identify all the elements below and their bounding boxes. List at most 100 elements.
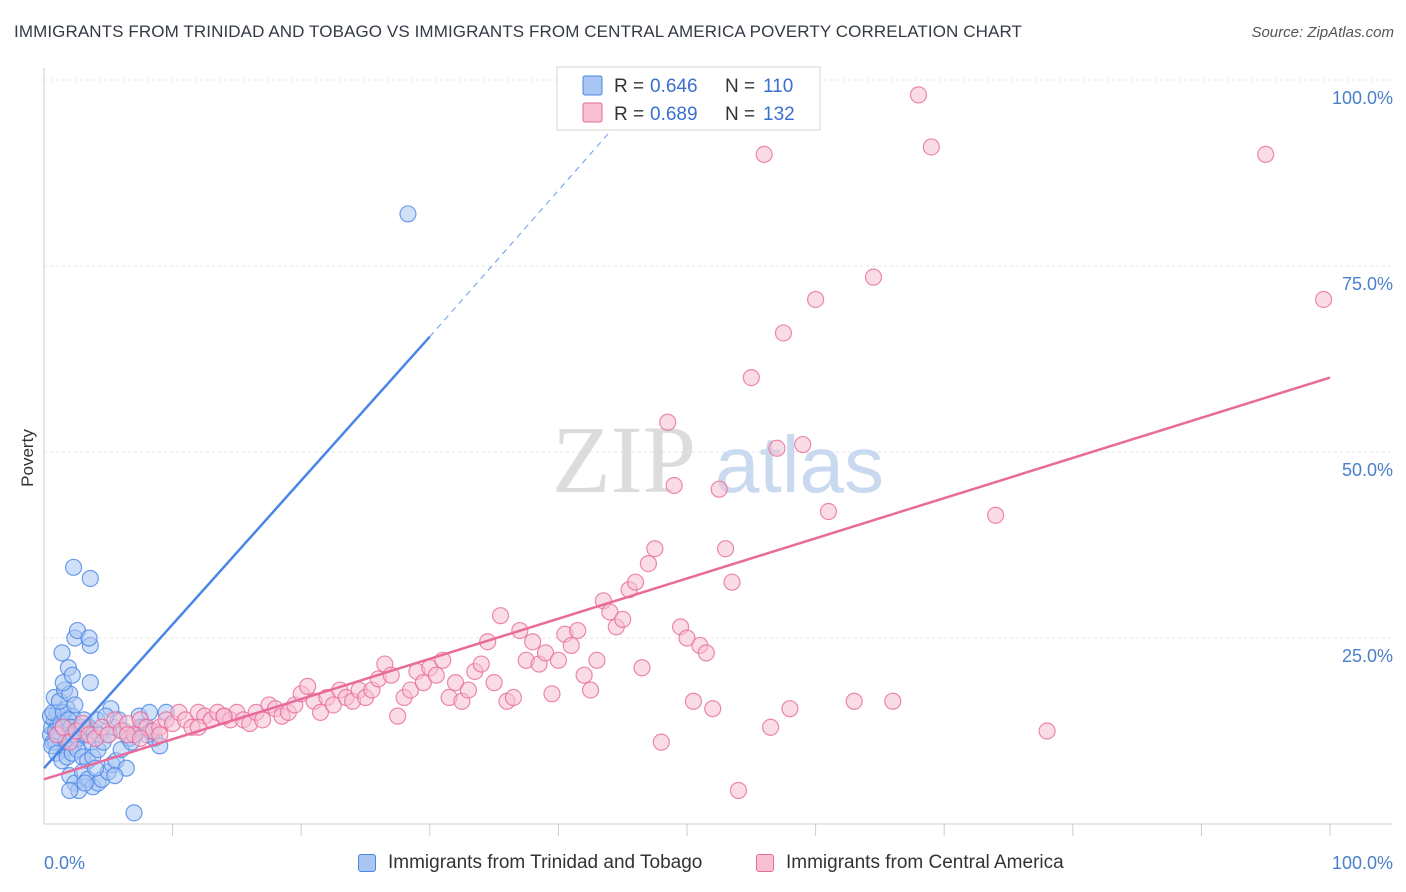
point-s0-70 [63,666,81,684]
x-tick-label-0: 0.0% [44,853,85,873]
point-s1-103 [710,480,728,498]
point-s1-83 [581,681,600,699]
point-s1-55 [401,681,420,699]
y-axis-label: Poverty [18,429,37,487]
point-s1-112 [781,700,799,718]
legend-r-label-1: R = [614,104,644,125]
point-s1-93 [646,540,664,558]
point-s1-104 [716,540,735,558]
point-s1-109 [761,718,780,736]
point-s0-71 [81,674,99,692]
point-s1-122 [1038,722,1056,740]
point-s1-108 [755,145,773,163]
series-central-america-points [48,86,1333,800]
watermark-atlas: atlas [715,420,884,509]
point-s1-32 [254,711,272,729]
point-s1-118 [884,692,902,710]
legend-n-label-1: N = [725,104,755,125]
point-s1-114 [806,290,825,309]
point-s1-71 [504,688,522,707]
point-s0-78 [81,569,99,588]
point-s1-116 [845,692,863,710]
x-tick-label-1: 100.0% [1332,853,1393,873]
point-s1-88 [614,610,632,629]
trend-line-0 [43,335,431,770]
point-s1-124 [1314,290,1333,309]
point-s0-104 [399,205,417,223]
point-s1-123 [1257,145,1275,163]
point-s0-103 [125,804,143,822]
y-tick-label-3: 100.0% [1332,88,1393,108]
point-s1-121 [987,506,1005,524]
source-label: Source: ZipAtlas.com [1251,24,1394,41]
point-s1-53 [389,707,407,725]
point-s1-99 [684,692,703,710]
chart-title: IMMIGRANTS FROM TRINIDAD AND TOBAGO VS I… [14,22,1023,41]
x-tick-labels: 0.0% 100.0% [44,853,1393,873]
bottom-legend-label-trinidad: Immigrants from Trinidad and Tobago [388,852,703,873]
point-s1-115 [819,502,838,521]
point-s1-68 [485,674,503,692]
point-s1-74 [524,633,542,651]
stats-legend: R = 0.646 N = 110 R = 0.689 N = 132 [556,66,821,131]
grid-lines [44,79,1392,639]
y-tick-label-1: 50.0% [1342,460,1393,480]
point-s1-96 [665,476,683,495]
point-s1-94 [652,733,670,751]
point-s1-84 [588,651,606,669]
point-s0-102 [106,767,124,785]
point-s1-57 [414,674,432,692]
legend-n-label-0: N = [725,76,755,97]
point-s1-120 [922,138,940,156]
point-s1-111 [774,324,793,342]
legend-r-label-0: R = [614,76,644,97]
point-s0-44 [66,696,84,714]
point-s1-98 [678,629,696,647]
trend-line-extension-0 [429,116,624,338]
point-s1-69 [491,607,510,625]
point-s1-106 [729,781,748,800]
trend-lines [43,116,1331,781]
y-tick-labels: 25.0% 50.0% 75.0% 100.0% [1332,88,1393,666]
bottom-legend-item-trinidad: Immigrants from Trinidad and Tobago [358,852,702,874]
legend-r-value-0: 0.646 [650,76,698,97]
legend-swatch-central-america [582,102,603,123]
point-s1-113 [794,435,812,454]
trend-line-1 [43,376,1331,781]
legend-n-value-0: 110 [763,76,793,97]
axes [43,68,1392,836]
point-s1-77 [543,685,561,703]
point-s1-91 [633,659,651,677]
point-s1-101 [697,644,715,662]
point-s1-90 [626,573,645,591]
point-s1-95 [659,413,677,431]
point-s1-82 [575,666,593,684]
y-tick-label-2: 75.0% [1342,274,1393,294]
point-s1-66 [472,655,490,673]
y-tick-label-0: 25.0% [1342,646,1393,666]
point-s1-117 [864,268,883,286]
point-s1-78 [549,651,568,669]
bottom-legend-swatch-trinidad [358,854,376,872]
point-s1-62 [446,674,465,692]
point-s1-39 [299,677,317,695]
point-s1-110 [768,439,786,457]
legend-n-value-1: 132 [763,104,795,125]
bottom-legend-item-central-america: Immigrants from Central America [756,852,1064,874]
point-s1-81 [569,621,587,640]
point-s1-92 [639,554,658,573]
bottom-legend: Immigrants from Trinidad and Tobago Immi… [0,852,1406,880]
point-s1-86 [601,603,619,621]
bottom-legend-label-central-america: Immigrants from Central America [786,852,1064,873]
point-s1-105 [723,573,741,591]
legend-r-value-1: 0.689 [650,104,698,125]
point-s0-99 [61,781,79,800]
point-s1-126 [131,729,150,748]
point-s1-76 [536,644,555,662]
bottom-legend-swatch-central-america [756,854,774,872]
point-s1-43 [324,696,342,714]
point-s1-64 [459,681,477,699]
point-s1-102 [704,700,722,718]
point-s1-59 [427,666,445,684]
